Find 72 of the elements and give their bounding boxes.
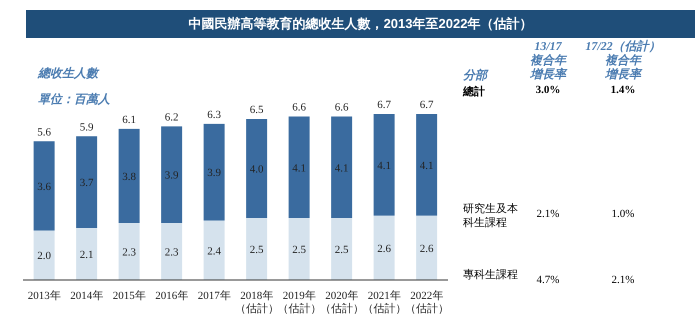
text: 17/22（估計） <box>584 39 662 53</box>
bar <box>246 118 268 218</box>
bar <box>331 218 352 280</box>
data-label: 3.7 <box>80 177 94 190</box>
data-label: 2.6 <box>420 242 434 255</box>
y-axis-title: 總收生人數 <box>38 66 98 80</box>
bar <box>416 114 438 216</box>
data-label: 2.5 <box>250 244 264 256</box>
text: 2.1% <box>536 208 560 220</box>
total-label: 6.6 <box>292 101 306 114</box>
data-label: 4.1 <box>334 162 348 174</box>
text: 1.4% <box>610 84 636 96</box>
data-label: 4.0 <box>250 164 264 176</box>
total-label: 6.7 <box>420 99 434 111</box>
data-label: 3.6 <box>37 180 52 193</box>
text: 3.0% <box>534 84 562 96</box>
text: 總計 <box>463 84 485 99</box>
bar <box>118 128 140 224</box>
data-label: 4.1 <box>420 160 434 172</box>
data-label: 2.5 <box>334 244 349 256</box>
total-label: 6.5 <box>250 104 264 116</box>
text: 4.7% <box>536 274 560 286</box>
data-label: 2.5 <box>292 244 306 256</box>
total-label: 6.2 <box>164 111 178 124</box>
data-label: 2.4 <box>207 245 222 258</box>
text: 複合年增長率 <box>529 53 568 81</box>
x-tick-label: 2015年 <box>112 290 147 303</box>
text: 1.0% <box>610 208 636 220</box>
text: 研究生及本科生課程 <box>463 202 519 230</box>
data-label: 2.6 <box>377 242 392 255</box>
total-label: 6.7 <box>377 99 392 111</box>
bar <box>118 223 140 280</box>
data-label: 3.8 <box>122 170 136 183</box>
bar <box>374 216 395 280</box>
bar <box>416 216 438 280</box>
bar <box>34 230 55 280</box>
text: 分部 <box>463 68 487 82</box>
bar <box>161 126 182 224</box>
total-label: 5.9 <box>80 121 94 134</box>
data-label: 3.9 <box>207 167 222 180</box>
bar <box>374 114 395 216</box>
text: 專科生課程 <box>463 268 519 282</box>
total-label: 6.6 <box>334 101 349 114</box>
bar <box>161 223 182 280</box>
bar <box>288 218 310 280</box>
total-label: 6.3 <box>207 108 222 121</box>
bar <box>34 141 55 230</box>
bar <box>76 136 98 228</box>
x-tick-label: 2014年 <box>69 290 104 303</box>
data-label: 2.1 <box>80 248 94 261</box>
text: 複合年增長率 <box>604 53 643 81</box>
bar <box>246 218 268 280</box>
bar <box>288 116 310 218</box>
data-label: 4.1 <box>292 162 306 174</box>
x-tick-label: 2016年 <box>154 290 190 303</box>
x-tick-label: 2013年 <box>26 290 62 303</box>
data-label: 4.1 <box>377 160 391 172</box>
data-label: 3.9 <box>164 170 179 182</box>
text: 單位：百萬人 <box>38 92 110 106</box>
bar <box>204 124 225 221</box>
chart-title: 中國民辦高等教育的總收生人數，2013年至2022年（估計） <box>26 10 695 38</box>
data-label: 2.3 <box>164 246 179 259</box>
bar <box>331 116 352 218</box>
total-label: 5.6 <box>37 126 52 138</box>
data-label: 2.0 <box>37 250 52 262</box>
bar <box>76 228 98 280</box>
text: 13/17 <box>534 39 562 53</box>
total-label: 6.1 <box>122 114 136 126</box>
data-label: 2.3 <box>122 246 136 259</box>
x-tick-label: 2017年 <box>196 290 232 303</box>
bar <box>204 220 225 280</box>
text: 2.1% <box>610 274 636 286</box>
